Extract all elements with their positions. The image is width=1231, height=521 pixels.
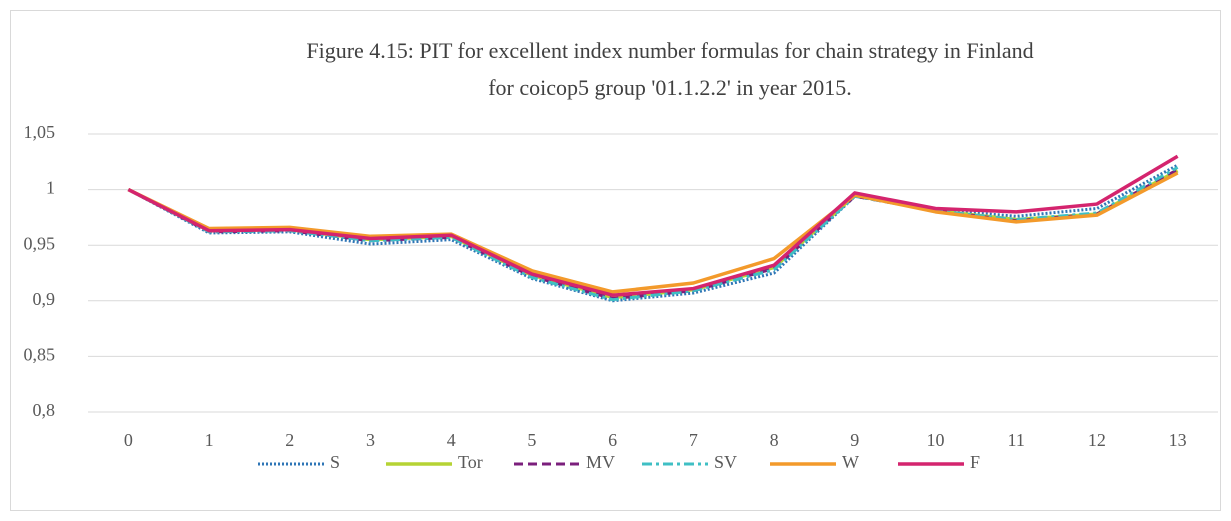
y-tick-label: 1 [46,178,55,198]
x-tick-label: 10 [927,430,945,450]
x-tick-label: 9 [850,430,859,450]
y-tick-label: 1,05 [24,122,56,142]
legend-label: W [842,452,859,472]
series-line [127,171,1179,294]
x-tick-label: 13 [1169,430,1187,450]
legend-label: Tor [458,452,483,472]
legend-label: S [330,452,340,472]
series-line [127,166,1179,302]
y-tick-label: 0,8 [33,400,56,420]
series-line [127,154,1179,297]
x-tick-label: 4 [447,430,456,450]
legend-label: MV [586,452,615,472]
x-tick-label: 3 [366,430,375,450]
legend-label: SV [714,452,737,472]
chart-border [10,10,1221,511]
x-tick-label: 2 [285,430,294,450]
x-tick-label: 7 [689,430,698,450]
x-tick-label: 0 [124,430,133,450]
x-tick-label: 6 [608,430,617,450]
chart-title: for coicop5 group '01.1.2.2' in year 201… [488,75,852,100]
x-tick-label: 5 [527,430,536,450]
x-tick-label: 11 [1008,430,1025,450]
x-tick-label: 12 [1088,430,1106,450]
y-tick-label: 0,9 [33,289,56,309]
y-tick-label: 0,95 [24,233,56,253]
legend-label: F [970,452,980,472]
x-tick-label: 8 [770,430,779,450]
y-tick-label: 0,85 [24,345,56,365]
chart-title: Figure 4.15: PIT for excellent index num… [306,38,1033,63]
x-tick-label: 1 [205,430,214,450]
